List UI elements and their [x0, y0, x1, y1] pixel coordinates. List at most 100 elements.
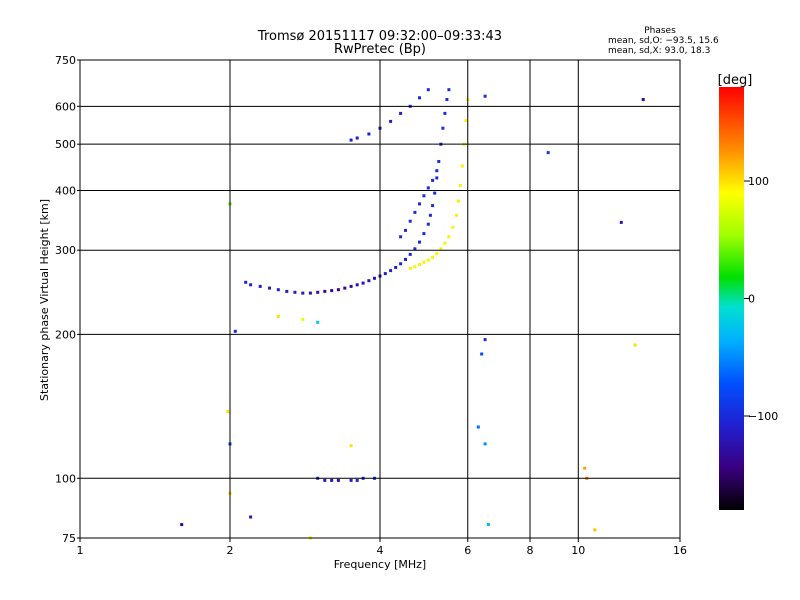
colorbar-tick-label: 0	[748, 293, 755, 306]
data-point	[418, 202, 421, 206]
data-point	[404, 257, 407, 261]
data-point	[408, 252, 412, 256]
chart-title: Tromsø 20151117 09:32:00–09:33:43	[257, 29, 502, 44]
colorbar	[719, 87, 744, 510]
data-point	[399, 235, 403, 239]
data-point	[428, 213, 432, 217]
data-point	[451, 225, 455, 229]
data-point	[455, 213, 459, 217]
x-tick-label: 10	[571, 544, 585, 557]
data-point	[301, 317, 305, 321]
x-tick-label: 6	[464, 544, 471, 557]
data-point	[349, 478, 353, 482]
y-tick-label: 750	[55, 54, 76, 67]
y-axis-ticks: 75 100 200 300 400 500 600 750	[55, 54, 80, 545]
phases-stat-o: mean, sd,O: −93.5, 15.6	[608, 36, 719, 46]
data-point	[301, 291, 305, 295]
data-point	[435, 252, 439, 256]
y-tick-label: 600	[55, 100, 76, 113]
data-point	[404, 228, 407, 232]
data-point	[445, 98, 449, 101]
data-point	[583, 466, 587, 470]
data-point	[418, 263, 421, 266]
data-point	[486, 523, 490, 527]
colorbar-tick-label: 100	[748, 175, 769, 188]
data-point	[435, 176, 439, 180]
data-point	[323, 289, 327, 293]
data-point	[180, 523, 184, 527]
data-point	[483, 94, 487, 98]
data-point	[443, 241, 447, 245]
data-point	[426, 222, 430, 226]
data-point	[480, 352, 484, 356]
data-point	[316, 290, 320, 294]
data-point	[633, 343, 637, 347]
data-point	[226, 409, 230, 413]
data-point	[426, 186, 430, 190]
data-point	[593, 528, 597, 532]
data-point	[316, 320, 320, 324]
data-point	[276, 315, 280, 318]
data-point	[268, 286, 271, 290]
data-point	[394, 266, 398, 269]
data-point	[389, 269, 393, 273]
data-point	[426, 258, 430, 262]
data-point	[483, 442, 487, 446]
data-point	[293, 290, 297, 294]
data-point	[447, 235, 451, 239]
data-point	[276, 288, 280, 292]
data-point	[476, 425, 480, 429]
y-tick-label: 400	[55, 184, 76, 197]
x-tick-label: 2	[227, 544, 234, 557]
y-tick-label: 500	[55, 138, 76, 151]
data-point	[460, 164, 464, 168]
data-point	[408, 219, 412, 223]
data-point	[413, 210, 417, 214]
data-point	[258, 284, 262, 288]
data-point	[413, 265, 417, 269]
colorbar-tick-label: −100	[748, 410, 778, 423]
data-point	[431, 255, 435, 259]
data-point	[458, 183, 462, 187]
data-point	[447, 88, 451, 92]
data-point	[441, 126, 445, 130]
y-axis-label: Stationary phase Virtual Height [km]	[38, 199, 51, 401]
data-point	[546, 151, 550, 155]
data-point	[443, 111, 447, 115]
data-point	[418, 240, 421, 244]
data-point	[619, 220, 623, 224]
colorbar-label: [deg]	[718, 73, 753, 88]
data-point	[439, 247, 443, 251]
data-point	[355, 283, 359, 287]
scatter-points	[180, 88, 645, 540]
y-tick-label: 100	[55, 472, 76, 485]
data-point	[323, 478, 327, 482]
data-point	[437, 160, 441, 163]
data-point	[408, 266, 412, 270]
colorbar-ticks: 100 0 −100	[744, 175, 778, 423]
data-point	[336, 478, 340, 482]
data-point	[355, 478, 359, 482]
data-point	[399, 111, 403, 115]
data-point	[464, 119, 468, 123]
chart-subtitle: RwPretec (Bp)	[334, 42, 426, 57]
x-tick-label: 8	[527, 544, 534, 557]
data-point	[399, 262, 403, 266]
x-tick-label: 4	[377, 544, 384, 557]
data-point	[426, 88, 430, 92]
data-point	[431, 178, 435, 182]
data-point	[413, 247, 417, 251]
data-point	[336, 288, 340, 292]
data-point	[361, 281, 365, 285]
data-point	[433, 191, 437, 195]
data-point	[249, 283, 253, 287]
data-point	[483, 338, 487, 342]
x-tick-label: 16	[673, 544, 687, 557]
data-point	[355, 136, 359, 140]
data-point	[349, 444, 353, 448]
data-point	[285, 289, 289, 293]
x-axis-ticks: 1 2 4 6 8 10 16	[77, 538, 687, 557]
data-point	[422, 260, 426, 264]
data-point	[418, 96, 421, 100]
